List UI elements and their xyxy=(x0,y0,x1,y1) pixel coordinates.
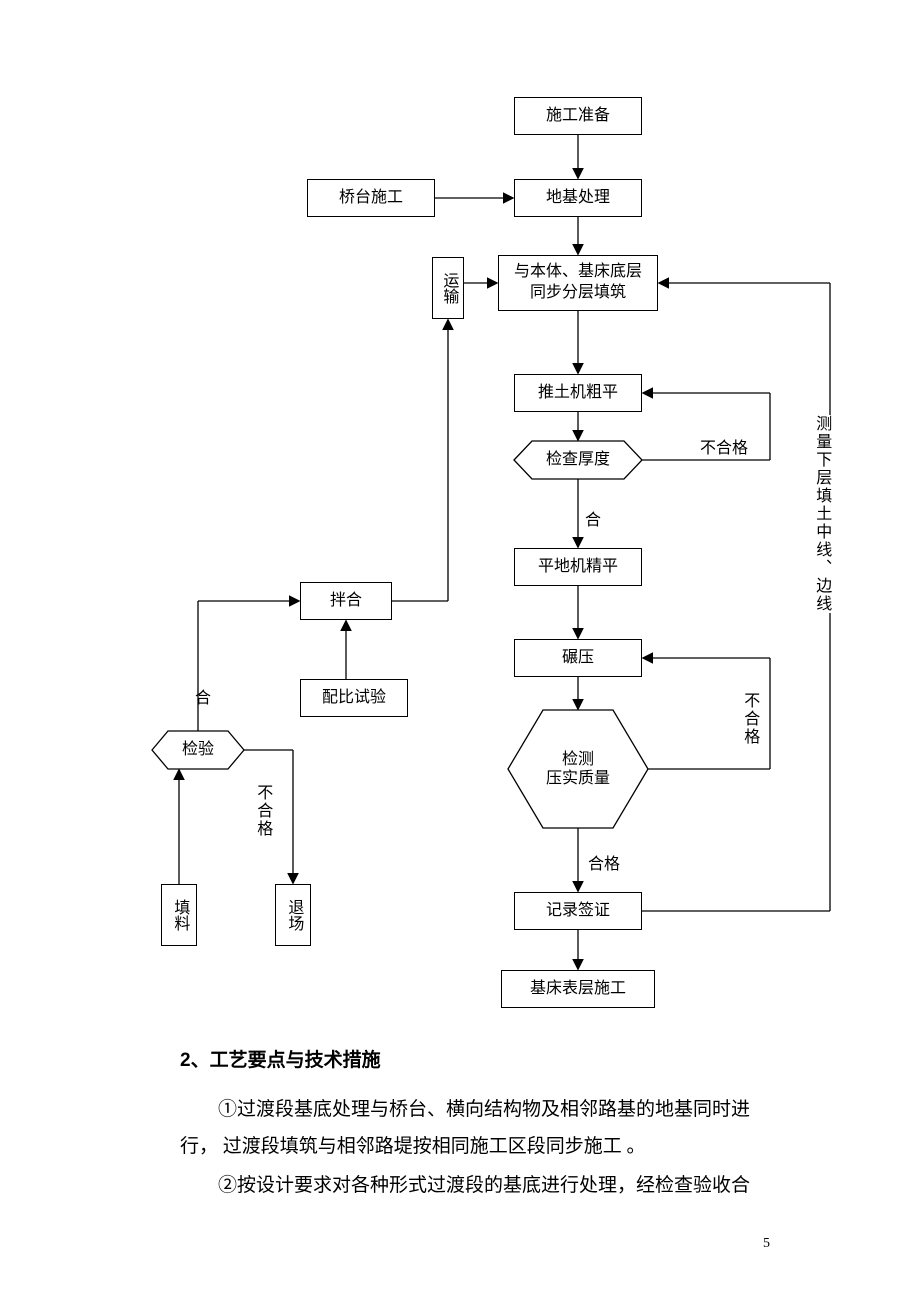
node-record: 记录签证 xyxy=(514,892,642,930)
label-fail1: 不合格 xyxy=(700,439,748,458)
node-fine: 平地机精平 xyxy=(514,548,642,586)
label-pass3: 合 xyxy=(195,690,211,708)
para-1: ①过渡段基底处理与桥台、横向结构物及相邻路基的地基同时进行， 过渡段填筑与相邻路… xyxy=(180,1091,760,1165)
para-2: ②按设计要求对各种形式过渡段的基底进行处理，经检查验收合 xyxy=(180,1167,760,1204)
node-transport: 运输 xyxy=(432,257,464,319)
node-ratio: 配比试验 xyxy=(300,679,408,717)
node-layers: 与本体、基床底层 同步分层填筑 xyxy=(498,255,658,311)
page-number: 5 xyxy=(763,1236,770,1252)
label-fail3: 不合格 xyxy=(253,784,272,838)
label-fail2: 不合格 xyxy=(740,692,759,746)
label-pass1: 合 xyxy=(585,512,601,530)
node-inspect: 检验 xyxy=(152,731,244,769)
node-reject: 退场 xyxy=(275,884,311,946)
node-thick: 检查厚度 xyxy=(514,441,642,479)
node-prep: 施工准备 xyxy=(514,97,642,135)
node-abutment: 桥台施工 xyxy=(307,179,435,217)
node-roll: 碾压 xyxy=(514,639,642,677)
node-quality: 检测 压实质量 xyxy=(508,710,648,828)
label-pass2: 合格 xyxy=(588,855,620,874)
node-mix: 拌合 xyxy=(300,582,392,620)
node-surface: 基床表层施工 xyxy=(501,970,655,1008)
label-sideline: 测量下层填土中线、边线 xyxy=(812,415,831,613)
section-heading: 2、工艺要点与技术措施 xyxy=(180,1042,760,1079)
node-rough: 推土机粗平 xyxy=(514,374,642,412)
node-ground: 地基处理 xyxy=(514,179,642,217)
node-fill: 填料 xyxy=(161,884,197,946)
